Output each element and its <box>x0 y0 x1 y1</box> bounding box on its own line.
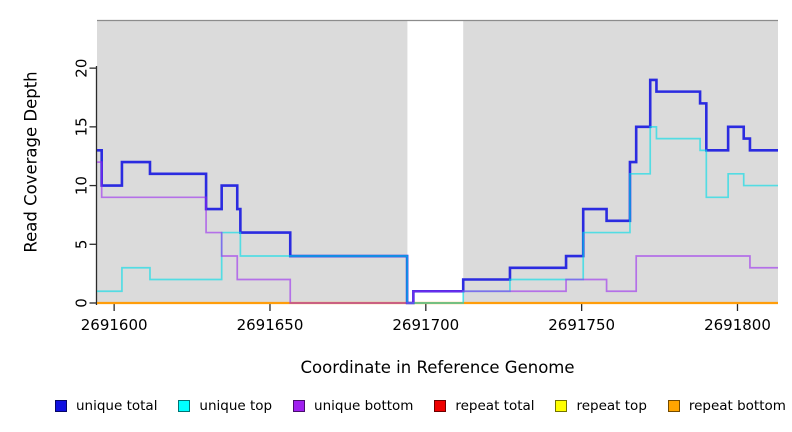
y-tick-label: 5 <box>73 240 91 250</box>
series-line-unique-top <box>97 126 778 304</box>
legend-swatch-icon <box>293 400 306 412</box>
y-tick-label: 15 <box>73 117 91 136</box>
legend: unique total unique top unique bottom repea… <box>55 398 786 414</box>
x-tick-label: 2691800 <box>704 316 771 334</box>
legend-label: repeat total <box>455 398 535 414</box>
legend-swatch-icon <box>667 400 680 412</box>
series-line-unique-total <box>97 78 778 305</box>
legend-item-repeat-bottom: repeat bottom <box>667 398 786 414</box>
legend-swatch-icon <box>434 400 447 412</box>
x-tick-label: 2691700 <box>392 316 459 334</box>
legend-swatch-icon <box>555 400 568 412</box>
legend-label: unique total <box>76 398 158 414</box>
y-tick-label: 0 <box>73 298 91 308</box>
series-line-unique-bottom <box>97 161 778 304</box>
legend-item-repeat-top: repeat top <box>555 398 647 414</box>
x-axis-title: Coordinate in Reference Genome <box>300 358 575 377</box>
x-tick-label: 2691600 <box>81 316 148 334</box>
y-tick-label: 10 <box>73 176 91 195</box>
legend-item-unique-bottom: unique bottom <box>293 398 413 414</box>
legend-item-unique-total: unique total <box>55 398 157 414</box>
legend-swatch-icon <box>55 400 67 412</box>
x-tick-label: 2691650 <box>237 316 304 334</box>
legend-label: unique top <box>199 398 273 414</box>
coverage-plot-canvas: 0 5 10 15 20 2691600 2691650 2691700 2691750 2691… <box>73 19 778 334</box>
legend-swatch-icon <box>178 400 191 412</box>
legend-label: unique bottom <box>314 398 414 414</box>
mappable-region-shading <box>463 20 778 303</box>
legend-label: repeat bottom <box>688 398 786 414</box>
legend-item-repeat-total: repeat total <box>434 398 535 414</box>
legend-label: repeat top <box>576 398 647 414</box>
legend-item-unique-top: unique top <box>178 398 272 414</box>
y-tick-label: 20 <box>73 59 91 78</box>
x-tick-label: 2691750 <box>548 316 615 334</box>
y-axis-title: Read Coverage Depth <box>21 71 41 253</box>
